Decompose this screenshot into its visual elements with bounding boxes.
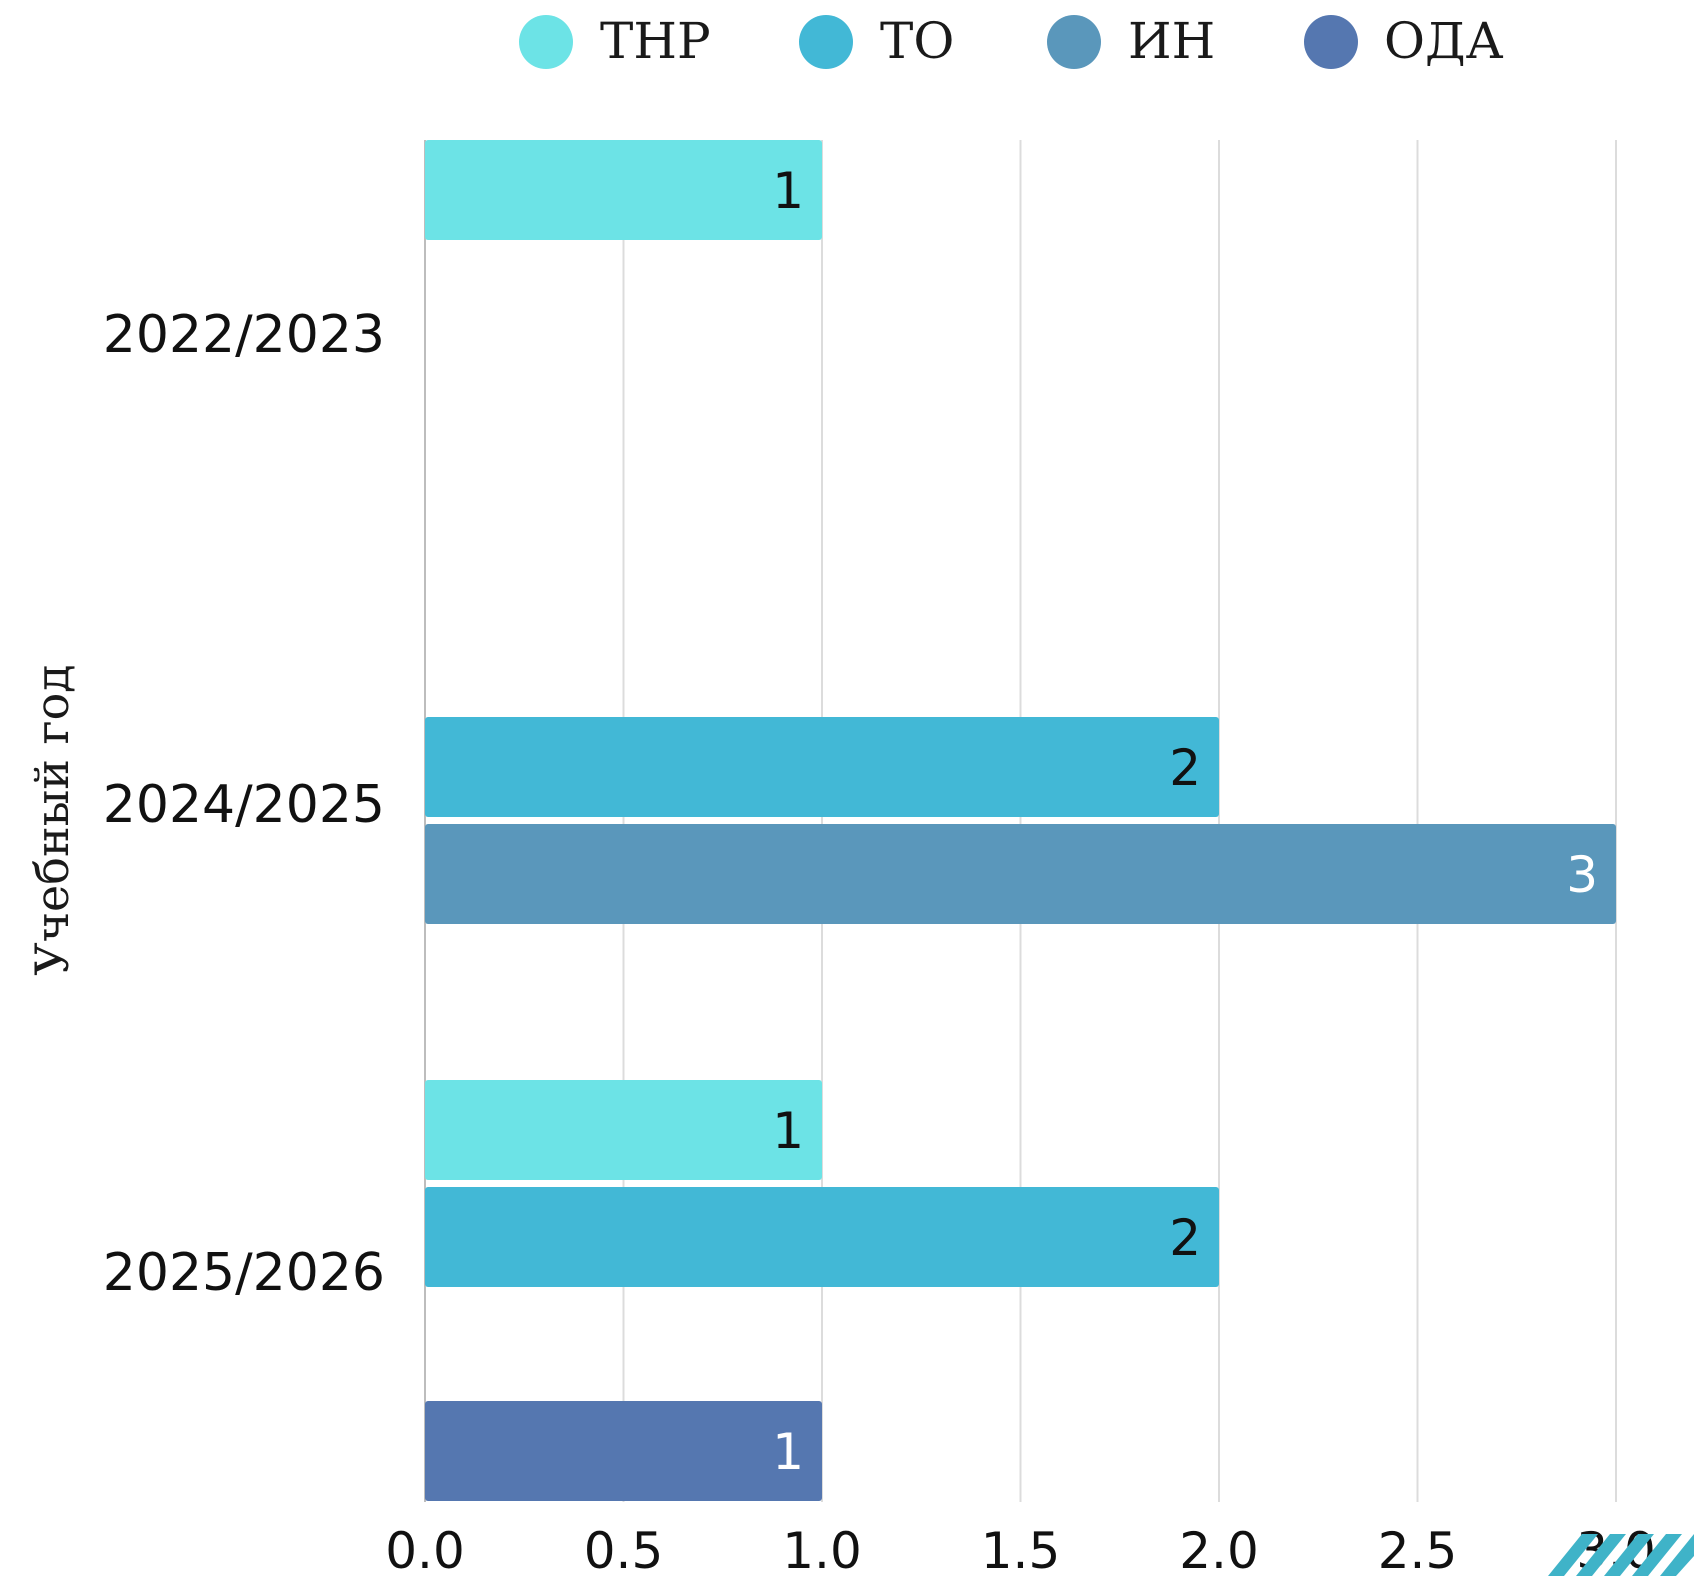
bars	[425, 140, 1616, 1501]
legend-marker	[1304, 15, 1358, 69]
legend-marker	[519, 15, 573, 69]
category-label: 2025/2026	[103, 1243, 385, 1303]
bar	[425, 824, 1616, 924]
legend: ТНР ТО ИН ОДА	[519, 12, 1504, 70]
legend-label: ОДА	[1384, 12, 1504, 70]
value-labels: 1 2 3 1 2 1	[772, 162, 1598, 1481]
bar-value-label: 1	[772, 1423, 804, 1481]
legend-marker	[1047, 15, 1101, 69]
bar	[425, 1401, 822, 1501]
grid-lines	[424, 140, 1617, 1502]
category-label: 2024/2025	[103, 775, 385, 835]
x-tick-labels: 0.0 0.5 1.0 1.5 2.0 2.5 3.0	[385, 1522, 1656, 1576]
bar-value-label: 1	[772, 1102, 804, 1160]
bar	[425, 140, 822, 240]
corner-stripes-decoration	[1548, 1534, 1694, 1576]
bar-value-label: 1	[772, 162, 804, 220]
x-tick-label: 1.0	[782, 1522, 862, 1576]
bar	[425, 1187, 1219, 1287]
category-labels: 2022/2023 2024/2025 2025/2026	[103, 305, 385, 1303]
category-label: 2022/2023	[103, 305, 385, 365]
legend-label: ТНР	[600, 12, 711, 70]
x-tick-label: 0.0	[385, 1522, 465, 1576]
legend-label: ИН	[1128, 12, 1215, 70]
y-axis-label: Учебный год	[25, 664, 79, 975]
legend-marker	[799, 15, 853, 69]
x-tick-label: 2.0	[1179, 1522, 1259, 1576]
bar-value-label: 2	[1169, 739, 1201, 797]
bar-value-label: 3	[1566, 846, 1598, 904]
bar	[425, 1080, 822, 1180]
bar	[425, 717, 1219, 817]
bar-value-label: 2	[1169, 1209, 1201, 1267]
x-tick-label: 2.5	[1378, 1522, 1458, 1576]
x-tick-label: 1.5	[981, 1522, 1061, 1576]
legend-label: ТО	[880, 12, 954, 70]
x-tick-label: 0.5	[584, 1522, 664, 1576]
